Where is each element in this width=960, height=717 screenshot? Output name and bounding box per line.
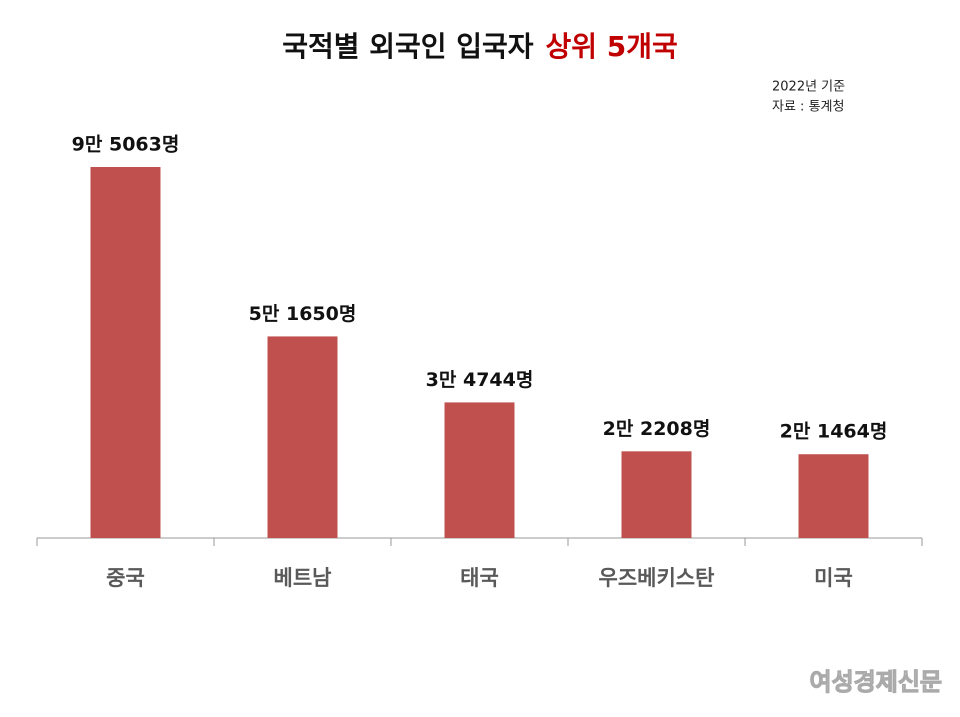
value-label: 5만 1650명 xyxy=(249,303,357,325)
x-tick-label: 태국 xyxy=(460,566,499,590)
note: 2022년 기준 xyxy=(772,80,845,95)
chart-title: 국적별 외국인 입국자 상위 5개국 xyxy=(282,30,678,63)
note: 자료 : 통계청 xyxy=(772,100,844,115)
x-tick-label: 베트남 xyxy=(274,566,332,590)
title-main: 국적별 외국인 입국자 xyxy=(282,30,534,63)
bar xyxy=(90,167,161,538)
watermark: 여성경제신문 xyxy=(810,668,942,696)
title-highlight: 상위 5개국 xyxy=(546,30,678,63)
bar xyxy=(267,336,338,538)
value-label: 2만 1464명 xyxy=(780,421,888,443)
x-tick-label: 중국 xyxy=(106,566,145,590)
bar xyxy=(798,454,869,538)
bar xyxy=(621,451,692,538)
x-tick-label: 우즈베키스탄 xyxy=(599,566,715,590)
value-label: 2만 2208명 xyxy=(603,418,711,440)
value-label: 9만 5063명 xyxy=(72,134,180,156)
value-label: 3만 4744명 xyxy=(426,369,534,391)
bar xyxy=(444,402,515,538)
x-tick-label: 미국 xyxy=(814,566,853,590)
